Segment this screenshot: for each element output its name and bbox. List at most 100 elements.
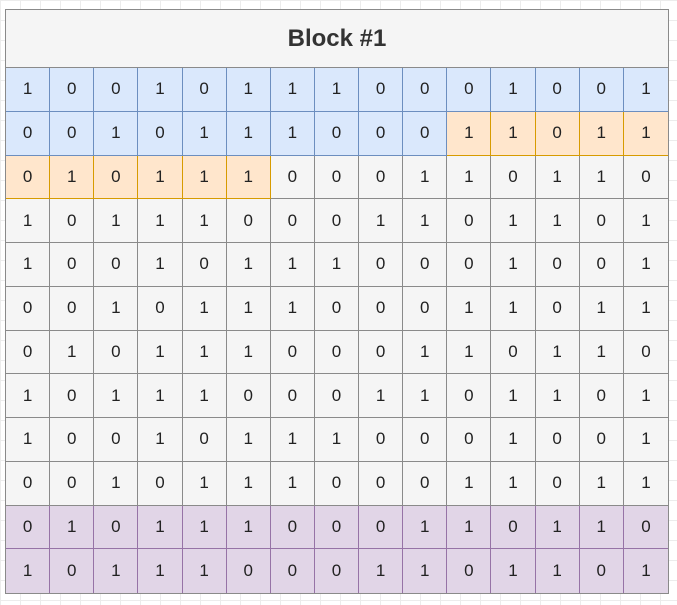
bit-cell: 0 [94,330,139,375]
bit-cell: 0 [314,461,360,506]
bit-cell: 0 [535,418,580,462]
bit-cell: 1 [447,461,492,506]
bit-cell: 1 [6,374,51,418]
bit-cell: 0 [447,199,492,243]
bit-cell: 1 [359,374,404,418]
bit-cell: 1 [579,155,624,200]
bit-cell: 1 [226,286,271,331]
bit-cell: 1 [491,374,536,418]
bit-cell: 1 [94,461,139,506]
bit-cell: 0 [94,418,139,462]
bit-cell: 1 [579,286,624,331]
bit-cell: 1 [623,374,668,418]
bit-cell: 1 [579,505,624,550]
bit-cell: 1 [6,199,51,243]
bit-cell: 1 [623,111,668,156]
bit-cell: 0 [403,243,448,287]
bit-cell: 0 [579,418,624,462]
bit-cell: 1 [623,68,668,112]
bit-cell: 0 [359,418,404,462]
bit-cell: 1 [226,68,271,112]
bit-cell: 0 [623,505,668,550]
bit-cell: 1 [50,155,95,200]
bit-cell: 0 [447,243,492,287]
bit-cell: 0 [491,330,536,375]
bit-cell: 1 [403,155,448,200]
bit-cell: 0 [359,111,404,156]
bit-cell: 1 [182,461,227,506]
bit-cell: 0 [535,461,580,506]
bit-cell: 1 [403,505,448,550]
bit-cell: 1 [6,68,51,112]
bit-cell: 1 [314,418,360,462]
bit-cell: 0 [535,243,580,287]
bit-cell: 1 [138,549,183,593]
bit-cell: 0 [270,199,315,243]
bit-cell: 0 [94,155,139,200]
bit-cell: 0 [535,111,580,156]
bit-cell: 1 [314,68,360,112]
bit-cell: 1 [94,549,139,593]
bit-cell: 0 [359,461,404,506]
bit-cell: 0 [491,505,536,550]
bit-cell: 0 [314,330,360,375]
bit-cell: 0 [6,461,51,506]
bit-cell: 0 [270,505,315,550]
bit-cell: 1 [94,374,139,418]
bit-cell: 0 [535,286,580,331]
bit-cell: 0 [138,286,183,331]
bit-cell: 1 [623,199,668,243]
bit-cell: 1 [182,505,227,550]
bit-cell: 0 [6,330,51,375]
bit-cell: 0 [403,111,448,156]
bit-cell: 0 [359,286,404,331]
bit-cell: 1 [138,330,183,375]
bit-cell: 1 [447,505,492,550]
bit-cell: 0 [226,374,271,418]
bit-cell: 1 [270,418,315,462]
bit-cell: 0 [50,199,95,243]
bit-cell: 1 [226,111,271,156]
bit-cell: 0 [403,68,448,112]
bit-cell: 0 [359,330,404,375]
bit-cell: 1 [359,549,404,593]
bit-cell: 1 [138,374,183,418]
bit-cell: 1 [138,155,183,200]
bit-cell: 1 [491,243,536,287]
bit-cell: 0 [50,286,95,331]
bit-cell: 0 [94,505,139,550]
bit-cell: 0 [182,243,227,287]
bit-cell: 1 [579,111,624,156]
bit-cell: 1 [491,286,536,331]
bit-cell: 0 [226,549,271,593]
bit-cell: 0 [6,155,51,200]
bit-cell: 1 [226,155,271,200]
bit-cell: 1 [359,199,404,243]
bit-cell: 1 [535,330,580,375]
bit-cell: 1 [403,330,448,375]
bit-cell: 1 [94,199,139,243]
bit-cell: 0 [314,374,360,418]
bit-cell: 0 [50,461,95,506]
bit-cell: 1 [623,243,668,287]
bit-cell: 1 [138,505,183,550]
bit-cell: 0 [270,155,315,200]
bit-cell: 1 [226,505,271,550]
bit-cell: 0 [403,286,448,331]
bit-cell: 0 [359,243,404,287]
bit-cell: 0 [314,286,360,331]
bit-cell: 0 [50,418,95,462]
bit-cell: 0 [359,155,404,200]
bit-cell: 0 [226,199,271,243]
block-title: Block #1 [6,10,668,68]
bit-cell: 1 [94,111,139,156]
bit-cell: 0 [314,111,360,156]
bit-cell: 1 [270,111,315,156]
bit-cell: 0 [535,68,580,112]
bit-cell: 0 [6,286,51,331]
bit-cell: 1 [138,418,183,462]
bit-cell: 1 [50,330,95,375]
bit-cell: 0 [579,374,624,418]
